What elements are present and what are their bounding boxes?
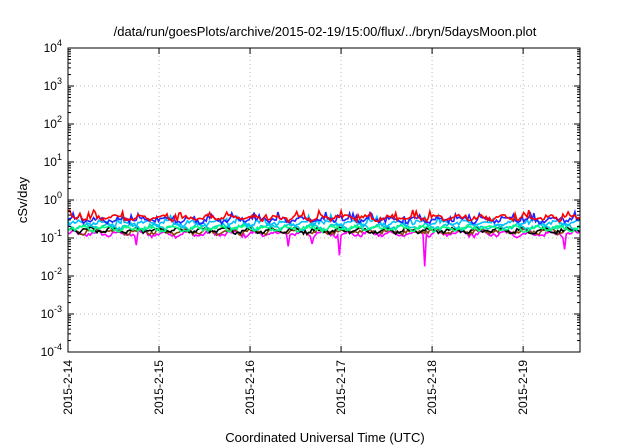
grid — [68, 48, 580, 352]
chart-title: /data/run/goesPlots/archive/2015-02-19/1… — [114, 24, 537, 39]
x-tick-label: 2015-2-18 — [425, 360, 439, 415]
x-tick-label: 2015-2-14 — [61, 360, 75, 415]
x-tick-label: 2015-2-16 — [243, 360, 257, 415]
y-tick-label: 10-1 — [41, 228, 62, 245]
series-line — [67, 208, 581, 226]
y-tick-label: 10-2 — [41, 266, 62, 283]
series-line — [67, 229, 581, 267]
x-tick-label: 2015-2-15 — [152, 360, 166, 415]
y-axis-label: cSv/day — [15, 176, 30, 223]
y-tick-label: 102 — [44, 114, 62, 131]
x-tick-label: 2015-2-19 — [516, 360, 530, 415]
y-tick-label: 103 — [44, 76, 62, 93]
plot-frame — [67, 47, 581, 353]
y-tick-label: 104 — [44, 38, 62, 55]
series-line — [67, 223, 581, 235]
y-tick-label: 10-4 — [41, 342, 62, 359]
y-tick-label: 10-3 — [41, 304, 62, 321]
y-tick-label: 101 — [44, 152, 62, 169]
series-line — [67, 226, 581, 236]
series-line — [67, 211, 581, 230]
x-tick-label: 2015-2-17 — [334, 360, 348, 415]
series-line — [67, 207, 581, 224]
y-tick-label: 100 — [44, 190, 62, 207]
series-group — [67, 207, 581, 267]
x-axis-label: Coordinated Universal Time (UTC) — [225, 430, 424, 445]
